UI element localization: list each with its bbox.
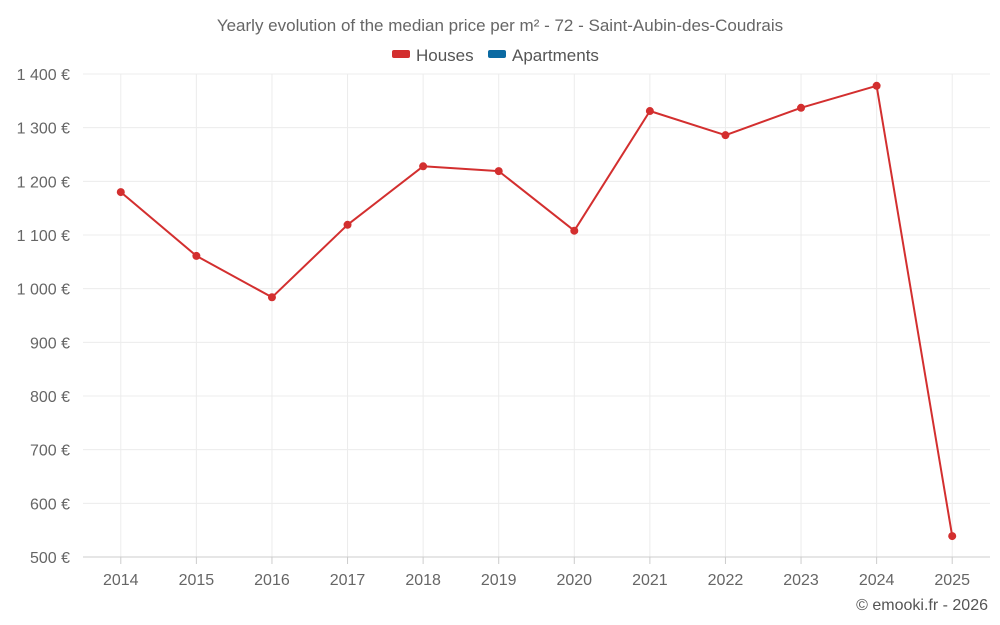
x-tick-label: 2025 xyxy=(934,572,970,589)
y-tick-label: 900 € xyxy=(30,335,70,352)
series-houses xyxy=(116,81,957,541)
y-tick-label: 1 400 € xyxy=(17,67,70,84)
data-point-houses[interactable] xyxy=(116,188,125,197)
y-tick-label: 1 100 € xyxy=(17,228,70,245)
x-tick-label: 2019 xyxy=(481,572,517,589)
legend-swatch-houses xyxy=(392,50,410,58)
x-tick-label: 2024 xyxy=(859,572,895,589)
legend-label-houses: Houses xyxy=(416,46,474,65)
y-tick-label: 800 € xyxy=(30,389,70,406)
x-tick-label: 2023 xyxy=(783,572,819,589)
x-tick-label: 2015 xyxy=(179,572,215,589)
credit-text: © emooki.fr - 2026 xyxy=(856,597,988,614)
x-tick-label: 2021 xyxy=(632,572,668,589)
data-point-houses[interactable] xyxy=(192,251,201,260)
y-tick-label: 1 000 € xyxy=(17,282,70,299)
data-point-houses[interactable] xyxy=(948,532,957,541)
data-point-houses[interactable] xyxy=(267,293,276,302)
legend-swatch-apartments xyxy=(488,50,506,58)
y-axis: 1 400 € 1 300 € 1 200 € 1 100 € 1 000 € 900 €… xyxy=(17,67,70,567)
data-point-houses[interactable] xyxy=(419,162,428,171)
y-tick-label: 700 € xyxy=(30,443,70,460)
x-axis: 2014 2015 2016 2017 2018 2019 2020 2021 2022 2023… xyxy=(83,556,990,589)
x-tick-label: 2022 xyxy=(708,572,744,589)
chart-title: Yearly evolution of the median price per… xyxy=(217,16,783,35)
legend-item-houses[interactable]: Houses xyxy=(392,46,474,65)
legend: Houses Apartments xyxy=(392,46,599,65)
x-tick-label: 2016 xyxy=(254,572,290,589)
data-point-houses[interactable] xyxy=(645,107,654,116)
data-point-houses[interactable] xyxy=(872,81,881,90)
data-point-houses[interactable] xyxy=(343,220,352,229)
x-tick-label: 2018 xyxy=(405,572,441,589)
data-point-houses[interactable] xyxy=(494,167,503,176)
legend-item-apartments[interactable]: Apartments xyxy=(488,46,599,65)
data-point-houses[interactable] xyxy=(570,226,579,235)
y-tick-label: 600 € xyxy=(30,496,70,513)
data-point-houses[interactable] xyxy=(797,103,806,112)
y-tick-label: 500 € xyxy=(30,550,70,567)
x-tick-label: 2020 xyxy=(556,572,592,589)
x-tick-label: 2014 xyxy=(103,572,139,589)
gridlines xyxy=(83,73,990,557)
y-tick-label: 1 300 € xyxy=(17,121,70,138)
legend-label-apartments: Apartments xyxy=(512,46,599,65)
series-line-houses xyxy=(120,84,954,537)
data-point-houses[interactable] xyxy=(721,131,730,140)
y-tick-label: 1 200 € xyxy=(17,174,70,191)
x-tick-label: 2017 xyxy=(330,572,366,589)
